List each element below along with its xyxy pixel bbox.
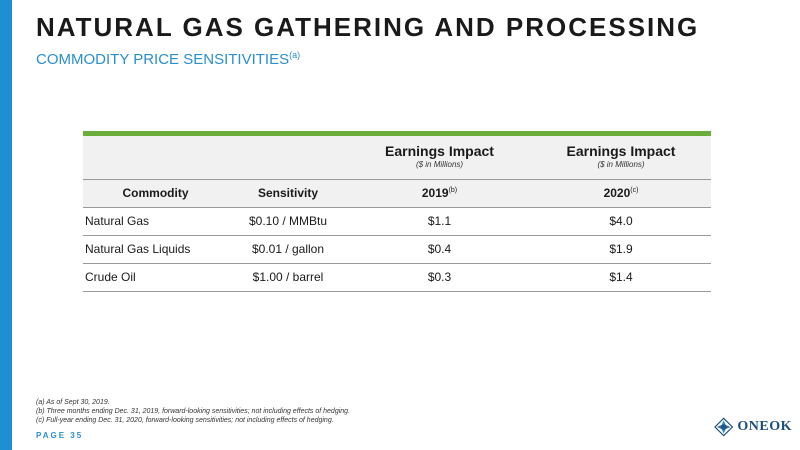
header-group-2020: Earnings Impact ($ in Millions): [531, 136, 711, 180]
col-header-2020: 2020(c): [531, 179, 711, 208]
oneok-logo: ONEOK: [714, 416, 792, 438]
oneok-logo-text: ONEOK: [737, 419, 792, 434]
column-header-row: Commodity Sensitivity 2019(b) 2020(c): [83, 179, 711, 208]
col-header-2019: 2019(b): [348, 179, 531, 208]
cell-2019: $1.1: [348, 207, 531, 236]
col-header-sensitivity: Sensitivity: [228, 179, 348, 208]
cell-sensitivity: $0.01 / gallon: [228, 235, 348, 264]
page-title: NATURAL GAS GATHERING AND PROCESSING: [36, 12, 700, 42]
col-header-2020-label: 2020: [603, 186, 631, 200]
earnings-impact-sub-2020: ($ in Millions): [597, 160, 645, 170]
subtitle-footnote-marker: (a): [289, 50, 301, 60]
cell-2020: $1.9: [531, 235, 711, 264]
cell-sensitivity: $0.10 / MMBtu: [228, 207, 348, 236]
page-number: PAGE 35: [36, 431, 84, 440]
footnote-a: (a) As of Sept 30, 2019.: [36, 399, 110, 406]
cell-2019: $0.3: [348, 263, 531, 292]
sensitivity-table: Earnings Impact ($ in Millions) Earnings…: [83, 131, 711, 292]
footnote-c: (c) Full-year ending Dec. 31, 2020, forw…: [36, 417, 334, 424]
earnings-impact-title-2020: Earnings Impact: [566, 143, 676, 160]
col-header-2019-label: 2019: [421, 186, 449, 200]
cell-commodity: Natural Gas Liquids: [83, 235, 228, 264]
header-group-empty-2: [228, 136, 348, 180]
subtitle-text: COMMODITY PRICE SENSITIVITIES: [36, 51, 290, 68]
table-row: Crude Oil $1.00 / barrel $0.3 $1.4: [83, 263, 711, 292]
cell-commodity: Natural Gas: [83, 207, 228, 236]
cell-2020: $1.4: [531, 263, 711, 292]
header-group-2019: Earnings Impact ($ in Millions): [348, 136, 531, 180]
col-header-commodity: Commodity: [83, 179, 228, 208]
table-top-rule: [83, 131, 711, 136]
header-group-empty-1: [83, 136, 228, 180]
footnotes: (a) As of Sept 30, 2019. (b) Three month…: [36, 398, 350, 425]
col-header-2019-note: (b): [448, 187, 458, 194]
left-accent-bar: [0, 0, 12, 450]
earnings-impact-sub-2019: ($ in Millions): [415, 160, 464, 170]
header-group-row: Earnings Impact ($ in Millions) Earnings…: [83, 136, 711, 180]
page-subtitle: COMMODITY PRICE SENSITIVITIES(a): [36, 50, 300, 68]
cell-2019: $0.4: [348, 235, 531, 264]
table-body: Earnings Impact ($ in Millions) Earnings…: [83, 136, 711, 292]
table-row: Natural Gas Liquids $0.01 / gallon $0.4 …: [83, 235, 711, 264]
cell-sensitivity: $1.00 / barrel: [228, 263, 348, 292]
col-header-2020-note: (c): [630, 187, 639, 194]
cell-commodity: Crude Oil: [83, 263, 228, 292]
footnote-b: (b) Three months ending Dec. 31, 2019, f…: [36, 408, 351, 415]
table-row: Natural Gas $0.10 / MMBtu $1.1 $4.0: [83, 207, 711, 236]
earnings-impact-title-2019: Earnings Impact: [385, 143, 494, 160]
cell-2020: $4.0: [531, 207, 711, 236]
oneok-diamond-icon: [714, 417, 734, 437]
